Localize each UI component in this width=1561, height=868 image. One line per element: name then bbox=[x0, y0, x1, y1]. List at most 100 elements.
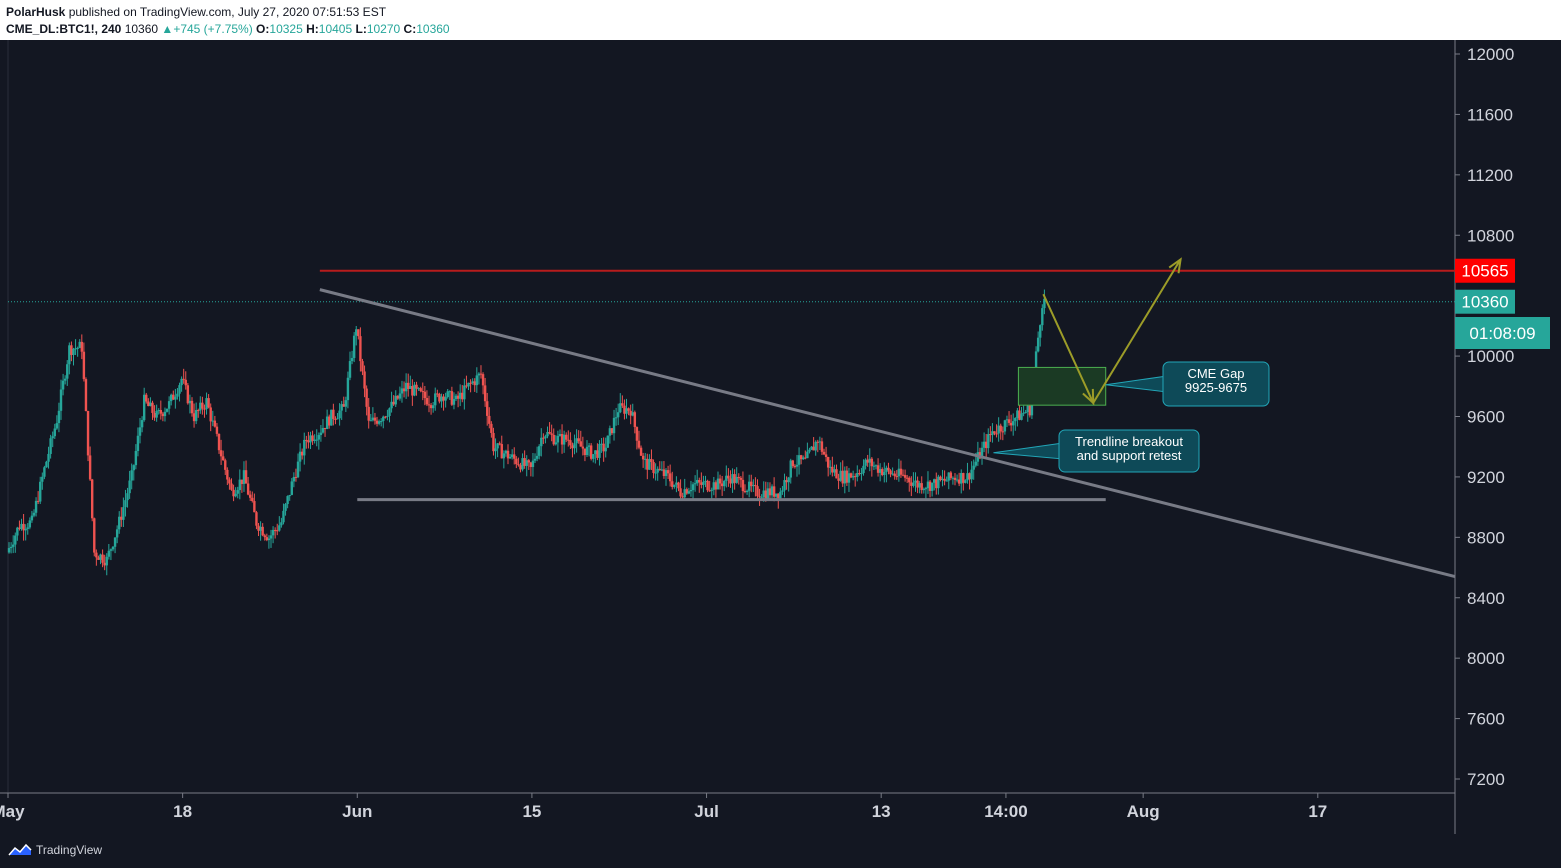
author-name[interactable]: PolarHusk bbox=[6, 5, 66, 19]
candle-body bbox=[269, 535, 273, 539]
candle-body bbox=[415, 384, 418, 389]
candle-body bbox=[947, 472, 950, 481]
candle-body bbox=[371, 417, 375, 421]
footer: TradingView bbox=[0, 834, 1561, 868]
candle-body bbox=[671, 481, 674, 487]
candle-body bbox=[282, 510, 285, 523]
high-label: H: bbox=[306, 22, 319, 36]
candle-body bbox=[57, 410, 61, 424]
candle-body bbox=[762, 490, 765, 498]
candle-body bbox=[901, 474, 905, 476]
candle-body bbox=[153, 412, 156, 418]
time-axis[interactable]: May 18 Jun 15 Jul 13 14:00 Aug 17 bbox=[0, 793, 1327, 821]
candle-body bbox=[889, 470, 892, 475]
symbol-label: CME_DL:BTC1!, 240 bbox=[6, 22, 122, 36]
candle-body bbox=[866, 459, 869, 463]
candle-body bbox=[687, 491, 691, 494]
candle-body bbox=[41, 476, 44, 482]
candle-body bbox=[159, 409, 163, 414]
candle-body bbox=[344, 400, 348, 407]
candle-body bbox=[184, 379, 187, 386]
candle-body bbox=[458, 392, 462, 399]
candle-body bbox=[887, 467, 890, 471]
candle-body bbox=[785, 480, 788, 483]
candle-body bbox=[631, 412, 634, 416]
y-tick-label: 7600 bbox=[1467, 710, 1505, 729]
candle-body bbox=[469, 382, 472, 384]
candle-body bbox=[26, 527, 29, 529]
candle-body bbox=[531, 460, 535, 468]
candle-body bbox=[234, 493, 237, 497]
candle-body bbox=[384, 416, 387, 418]
open-label: O: bbox=[256, 22, 270, 36]
close-label: C: bbox=[403, 22, 417, 36]
candle-body bbox=[666, 470, 670, 474]
candle-body bbox=[656, 468, 659, 473]
candle-body bbox=[941, 478, 944, 481]
y-tick-label: 11200 bbox=[1467, 166, 1513, 185]
candle-body bbox=[338, 410, 341, 419]
candle-body bbox=[352, 335, 356, 358]
candle-body bbox=[637, 440, 641, 448]
candle-body bbox=[616, 412, 620, 418]
candle-body bbox=[519, 465, 522, 470]
candle-body bbox=[394, 395, 397, 405]
candle-body bbox=[691, 484, 695, 490]
candle-body bbox=[328, 416, 331, 426]
candle-body bbox=[61, 380, 65, 390]
candle-body bbox=[78, 341, 81, 348]
candle-body bbox=[758, 496, 761, 498]
x-tick-label: Jul bbox=[694, 802, 719, 821]
candle-body bbox=[968, 473, 971, 480]
candle-body bbox=[777, 493, 780, 499]
candle-body bbox=[754, 484, 757, 487]
candle-body bbox=[814, 441, 817, 451]
price-labels: 10565 10360 01:08:09 bbox=[1455, 258, 1550, 349]
candle-body bbox=[542, 437, 545, 439]
tradingview-brand[interactable]: TradingView bbox=[8, 843, 102, 857]
candle-body bbox=[105, 556, 108, 566]
candle-body bbox=[849, 473, 853, 478]
candle-body bbox=[556, 435, 560, 443]
candle-body bbox=[660, 469, 664, 471]
x-tick-label: 15 bbox=[522, 802, 541, 821]
candle-body bbox=[939, 476, 942, 481]
candle-body bbox=[533, 458, 537, 461]
candle-body bbox=[361, 361, 364, 372]
candle-body bbox=[806, 451, 809, 459]
candle-body bbox=[342, 404, 345, 407]
candle-body bbox=[685, 489, 689, 494]
candle-body bbox=[635, 427, 639, 441]
candle-body bbox=[702, 481, 705, 485]
trendline-breakout-callout-text: Trendline breakout bbox=[1075, 434, 1183, 449]
candle-body bbox=[770, 486, 774, 496]
candle-body bbox=[960, 473, 963, 484]
candle-body bbox=[924, 488, 928, 490]
candle-body bbox=[16, 527, 19, 536]
candle-body bbox=[999, 425, 1002, 432]
candle-body bbox=[517, 464, 520, 466]
candle-body bbox=[974, 461, 977, 466]
candle-body bbox=[219, 450, 223, 457]
price-axis[interactable]: 12000 11600 11200 10800 10000 9600 9200 8800 840… bbox=[1455, 45, 1514, 789]
candle-body bbox=[456, 395, 460, 399]
candle-body bbox=[621, 403, 624, 406]
candle-body bbox=[589, 445, 593, 459]
candle-body bbox=[294, 476, 298, 478]
candle-body bbox=[668, 473, 672, 482]
candle-body bbox=[224, 460, 227, 470]
candle-body bbox=[600, 443, 603, 445]
candle-body bbox=[544, 436, 547, 439]
candle-body bbox=[700, 482, 703, 485]
candle-body bbox=[286, 496, 289, 505]
price-change: ▲+745 (+7.75%) bbox=[161, 22, 253, 36]
candle-body bbox=[554, 442, 558, 445]
candle-body bbox=[627, 408, 630, 411]
candle-body bbox=[392, 401, 395, 405]
candle-body bbox=[109, 549, 113, 551]
candle-body bbox=[203, 408, 206, 410]
candle-body bbox=[515, 458, 518, 465]
candle-body bbox=[11, 544, 15, 547]
candle-body bbox=[725, 475, 728, 481]
